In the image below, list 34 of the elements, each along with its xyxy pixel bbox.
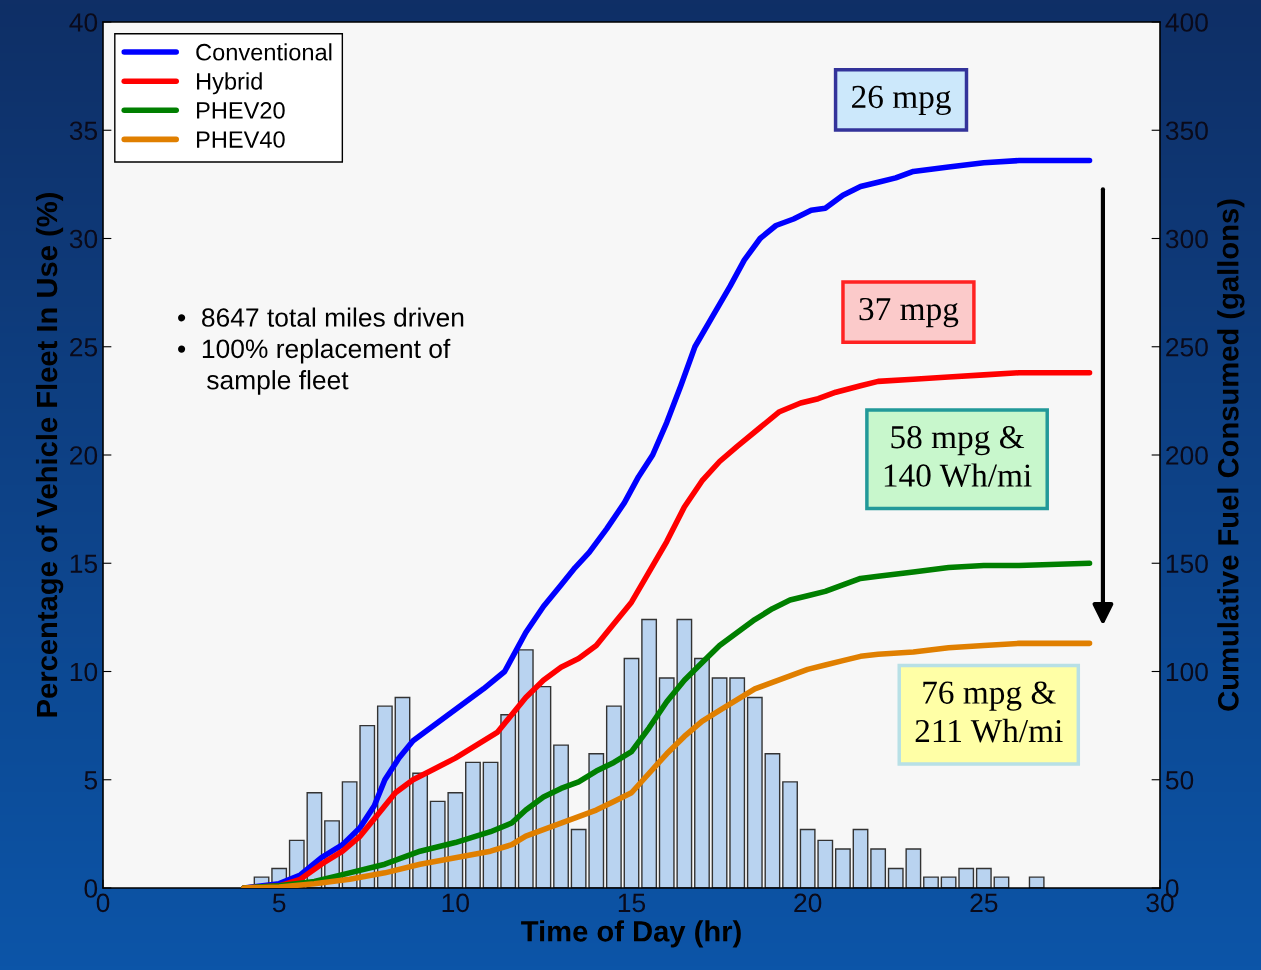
x-tick-label: 25 [970,893,998,913]
x-tick-label: 15 [618,893,646,913]
legend-label: PHEV40 [197,131,285,148]
annotation: 26 mpg [852,85,951,116]
y2-tick-label: 100 [1166,662,1208,682]
legend-label: PHEV20 [197,102,285,119]
y2-tick-label: 250 [1166,337,1208,357]
annotation: 76 mpg & 211 Wh/mi [915,681,1063,743]
y-tick-label: 5 [84,771,98,790]
x-tick-label: 10 [442,893,469,913]
y2-axis-title: Cumulative Fuel Consumed (gallons) [1217,199,1245,711]
x-tick-label: 5 [272,893,286,913]
y2-tick-label: 150 [1166,554,1208,574]
y-tick-label: 40 [69,13,98,32]
x-tick-label: 20 [794,893,822,913]
y-tick-label: 20 [70,446,98,465]
y-tick-label: 0 [84,879,98,898]
annotation: 58 mpg & 140 Wh/mi [884,425,1032,488]
y2-tick-label: 200 [1166,446,1208,465]
y-tick-label: 30 [69,229,98,249]
y-tick-label: 10 [70,662,98,682]
y-tick-label: 15 [70,554,98,574]
y2-tick-label: 300 [1165,229,1208,249]
legend-label: Hybrid [197,72,262,95]
y2-tick-label: 50 [1165,770,1194,790]
y-tick-label: 35 [69,121,98,141]
y2-tick-label: 350 [1165,121,1208,141]
annotation: 37 mpg [859,297,959,328]
annotation: • 8647 total miles driven • 100% replacement of sample fleet [178,307,464,395]
y-axis-title: Percentage of Vehicle Fleet In Use (%) [35,193,64,717]
y-tick-label: 25 [70,337,98,357]
x-axis-title: Time of Day (hr) [521,920,741,948]
legend-label: Conventional [196,43,332,61]
y2-tick-label: 400 [1165,13,1208,32]
